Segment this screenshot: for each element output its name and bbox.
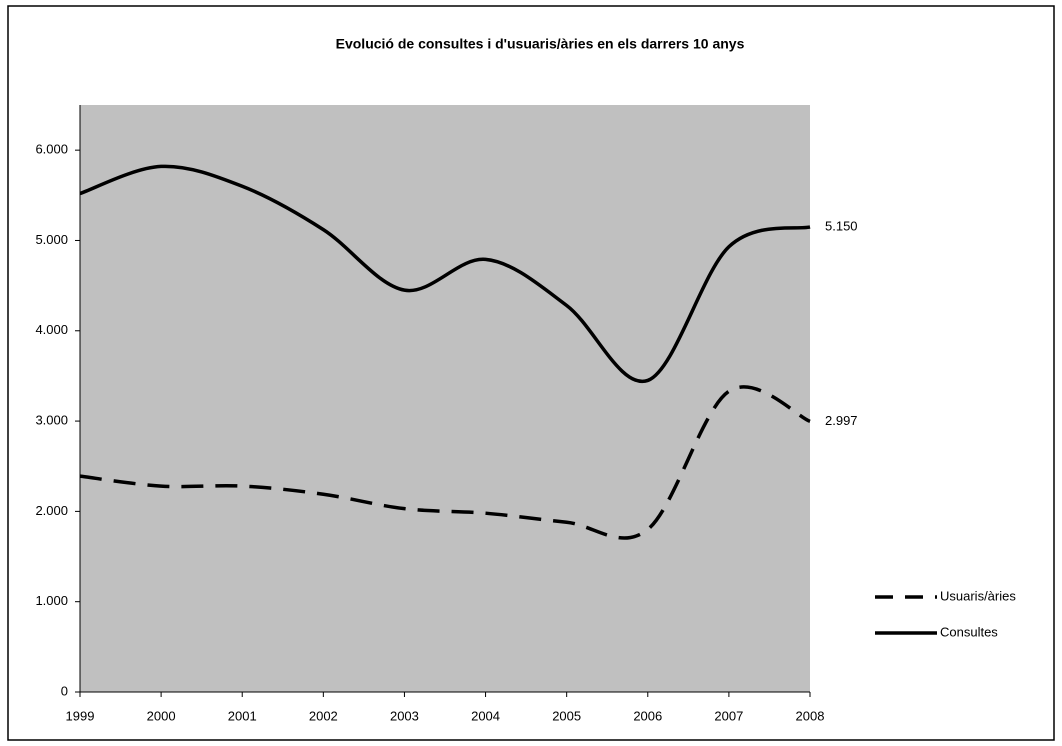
x-tick-label: 2002 xyxy=(309,708,338,723)
x-tick-label: 2008 xyxy=(796,708,825,723)
data-label: 2.997 xyxy=(825,413,858,428)
data-label: 5.150 xyxy=(825,218,858,233)
y-tick-label: 4.000 xyxy=(35,322,68,337)
y-tick-label: 5.000 xyxy=(35,232,68,247)
x-tick-label: 2000 xyxy=(147,708,176,723)
x-tick-label: 2006 xyxy=(633,708,662,723)
x-tick-label: 2003 xyxy=(390,708,419,723)
legend-label: Usuaris/àries xyxy=(940,588,1016,603)
x-tick-label: 1999 xyxy=(66,708,95,723)
chart-title: Evolució de consultes i d'usuaris/àries … xyxy=(336,36,745,52)
x-tick-label: 2001 xyxy=(228,708,257,723)
x-tick-label: 2005 xyxy=(552,708,581,723)
y-tick-label: 2.000 xyxy=(35,503,68,518)
y-tick-label: 0 xyxy=(61,683,68,698)
x-tick-label: 2004 xyxy=(471,708,500,723)
plot-area xyxy=(80,105,810,692)
y-tick-label: 6.000 xyxy=(35,142,68,157)
x-tick-label: 2007 xyxy=(714,708,743,723)
y-tick-label: 1.000 xyxy=(35,593,68,608)
series-line xyxy=(79,385,811,540)
series-line xyxy=(79,164,811,384)
legend-label: Consultes xyxy=(940,624,998,639)
y-tick-label: 3.000 xyxy=(35,413,68,428)
